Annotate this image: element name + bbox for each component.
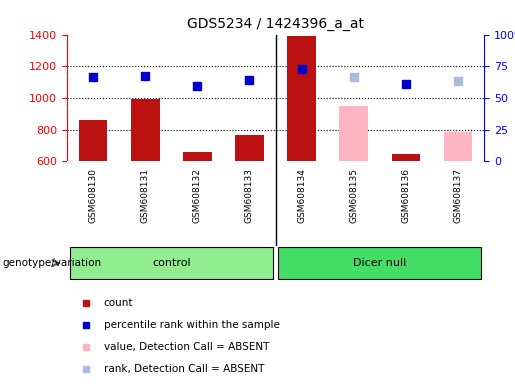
FancyBboxPatch shape (278, 248, 482, 279)
Bar (79, 120, 107, 161)
Text: genotype/variation: genotype/variation (3, 258, 101, 268)
Bar (339, 106, 368, 161)
Text: value, Detection Call = ABSENT: value, Detection Call = ABSENT (104, 342, 269, 352)
Bar (391, 154, 420, 161)
Bar (287, 36, 316, 161)
FancyBboxPatch shape (70, 248, 273, 279)
Bar (183, 152, 212, 161)
Text: GSM608134: GSM608134 (297, 168, 306, 223)
Text: GSM608130: GSM608130 (89, 168, 97, 223)
Text: GSM608133: GSM608133 (245, 168, 254, 223)
Text: GSM608132: GSM608132 (193, 168, 202, 223)
Text: percentile rank within the sample: percentile rank within the sample (104, 320, 280, 330)
Bar (235, 136, 264, 161)
Title: GDS5234 / 1424396_a_at: GDS5234 / 1424396_a_at (187, 17, 364, 31)
Text: rank, Detection Call = ABSENT: rank, Detection Call = ABSENT (104, 364, 264, 374)
Text: Dicer null: Dicer null (353, 258, 406, 268)
Bar (444, 132, 472, 161)
Text: GSM608135: GSM608135 (349, 168, 358, 223)
Text: GSM608137: GSM608137 (454, 168, 462, 223)
Text: count: count (104, 298, 133, 308)
Text: control: control (152, 258, 191, 268)
Text: GSM608136: GSM608136 (401, 168, 410, 223)
Text: GSM608131: GSM608131 (141, 168, 150, 223)
Bar (131, 99, 160, 161)
